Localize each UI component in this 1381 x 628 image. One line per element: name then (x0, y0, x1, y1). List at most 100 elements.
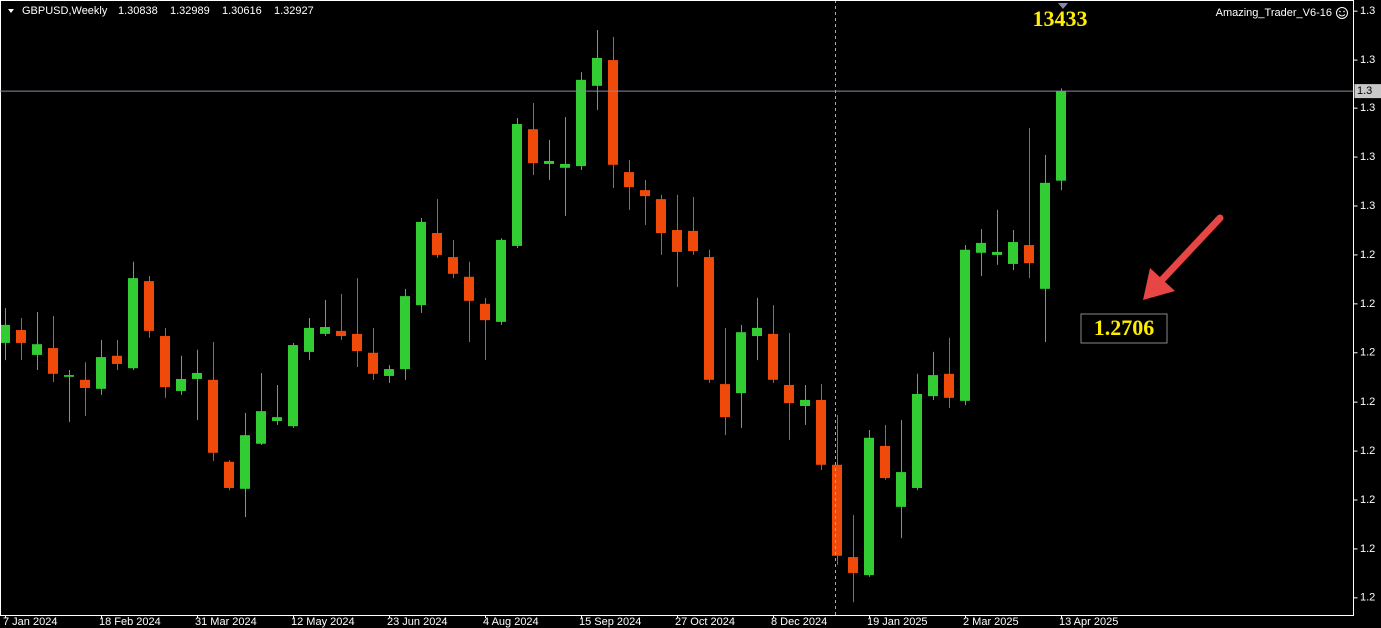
candle-body (176, 378, 186, 391)
candle-body (384, 369, 394, 376)
candle-body (464, 276, 474, 301)
menu-arrow[interactable] (8, 9, 14, 13)
candle-body (576, 79, 586, 167)
open-value: 1.30838 (118, 5, 158, 17)
price-label-box (1354, 84, 1381, 99)
candle-body (688, 230, 698, 252)
candle-body (800, 399, 810, 406)
candle-body (896, 472, 906, 507)
y-tick-label: 1.3 (1360, 151, 1375, 163)
x-tick-label: 27 Oct 2024 (675, 616, 735, 628)
candle-body (960, 249, 970, 401)
candle-body (880, 445, 890, 479)
x-tick-label: 23 Jun 2024 (387, 616, 448, 628)
candle-body (704, 257, 714, 380)
y-tick-label: 1.3 (1360, 102, 1375, 114)
candle-body (240, 435, 250, 489)
candle-body (928, 375, 938, 397)
arrow (1143, 214, 1224, 300)
candle-body (624, 172, 634, 188)
x-tick-label: 13 Apr 2025 (1059, 616, 1118, 628)
x-tick-label: 18 Feb 2024 (99, 616, 161, 628)
candle-body (144, 281, 154, 331)
price-label: 1.3 (1357, 85, 1372, 97)
y-tick-label: 1.2 (1360, 445, 1375, 457)
candle-body (48, 348, 58, 374)
candle-body (112, 355, 122, 364)
candle-body (448, 257, 458, 274)
callout-text: 1.2706 (1094, 315, 1155, 340)
close-value: 1.32927 (274, 5, 314, 17)
candle-body (272, 417, 282, 422)
y-tick-label: 1.2 (1360, 543, 1375, 555)
candle-body (912, 393, 922, 488)
candle-body (336, 330, 346, 337)
candle-body (640, 190, 650, 197)
candle-body (432, 233, 442, 255)
high-value: 1.32989 (170, 5, 210, 17)
candle-body (320, 327, 330, 334)
candle-body (496, 239, 506, 322)
candle-body (784, 384, 794, 403)
candle-body (528, 129, 538, 164)
candle-body (208, 379, 218, 453)
candle-body (256, 411, 266, 444)
candle-body (608, 60, 618, 165)
x-tick-label: 31 Mar 2024 (195, 616, 257, 628)
x-tick-label: 15 Sep 2024 (579, 616, 641, 628)
y-tick-label: 1.3 (1360, 54, 1375, 66)
candle-body (512, 124, 522, 246)
candle-body (288, 345, 298, 427)
callout-box (1080, 313, 1168, 344)
candle-body (1056, 90, 1066, 181)
candle-body (480, 303, 490, 321)
candle-body (736, 332, 746, 394)
plot-area (0, 30, 1066, 603)
x-tick-label: 4 Aug 2024 (483, 616, 539, 628)
candle-body (16, 330, 26, 343)
candle-body (400, 296, 410, 370)
candle-body (192, 372, 202, 379)
x-tick-label: 19 Jan 2025 (867, 616, 928, 628)
candle-body (656, 199, 666, 234)
candle-body (96, 357, 106, 389)
candle-body (768, 333, 778, 380)
candle-body (544, 160, 554, 164)
y-tick-label: 1.2 (1360, 249, 1375, 261)
candle-body (32, 344, 42, 355)
candle-body (160, 336, 170, 388)
y-tick-label: 1.2 (1360, 396, 1375, 408)
y-tick-label: 1.2 (1360, 298, 1375, 310)
x-tick-label: 7 Jan 2024 (3, 616, 57, 628)
candle-body (0, 324, 10, 343)
candle-body (64, 375, 74, 377)
y-tick-label: 1.2 (1360, 592, 1375, 604)
candle-body (128, 278, 138, 369)
candle-body (80, 379, 90, 388)
candle-body (832, 464, 842, 556)
candle-body (816, 399, 826, 465)
y-tick-label: 1.3 (1360, 5, 1375, 17)
candle-body (352, 333, 362, 352)
candle-body (560, 163, 570, 168)
marker (1058, 3, 1068, 9)
x-tick-label: 8 Dec 2024 (771, 616, 827, 628)
candle-body (416, 221, 426, 306)
y-tick-label: 1.3 (1360, 200, 1375, 212)
symbol: GBPUSD,Weekly (22, 5, 108, 17)
candle-body (1040, 182, 1050, 289)
candle-body (224, 461, 234, 488)
candle-body (752, 327, 762, 337)
indicator-icon[interactable] (1336, 7, 1348, 19)
candle-body (848, 557, 858, 573)
low-value: 1.30616 (222, 5, 262, 17)
candle-body (672, 230, 682, 252)
indicator-name: Amazing_Trader_V6-16 (1216, 7, 1332, 19)
y-tick-label: 1.2 (1360, 347, 1375, 359)
x-tick-label: 2 Mar 2025 (963, 616, 1019, 628)
candle-body (720, 384, 730, 418)
top-label: 13433 (1033, 6, 1088, 31)
